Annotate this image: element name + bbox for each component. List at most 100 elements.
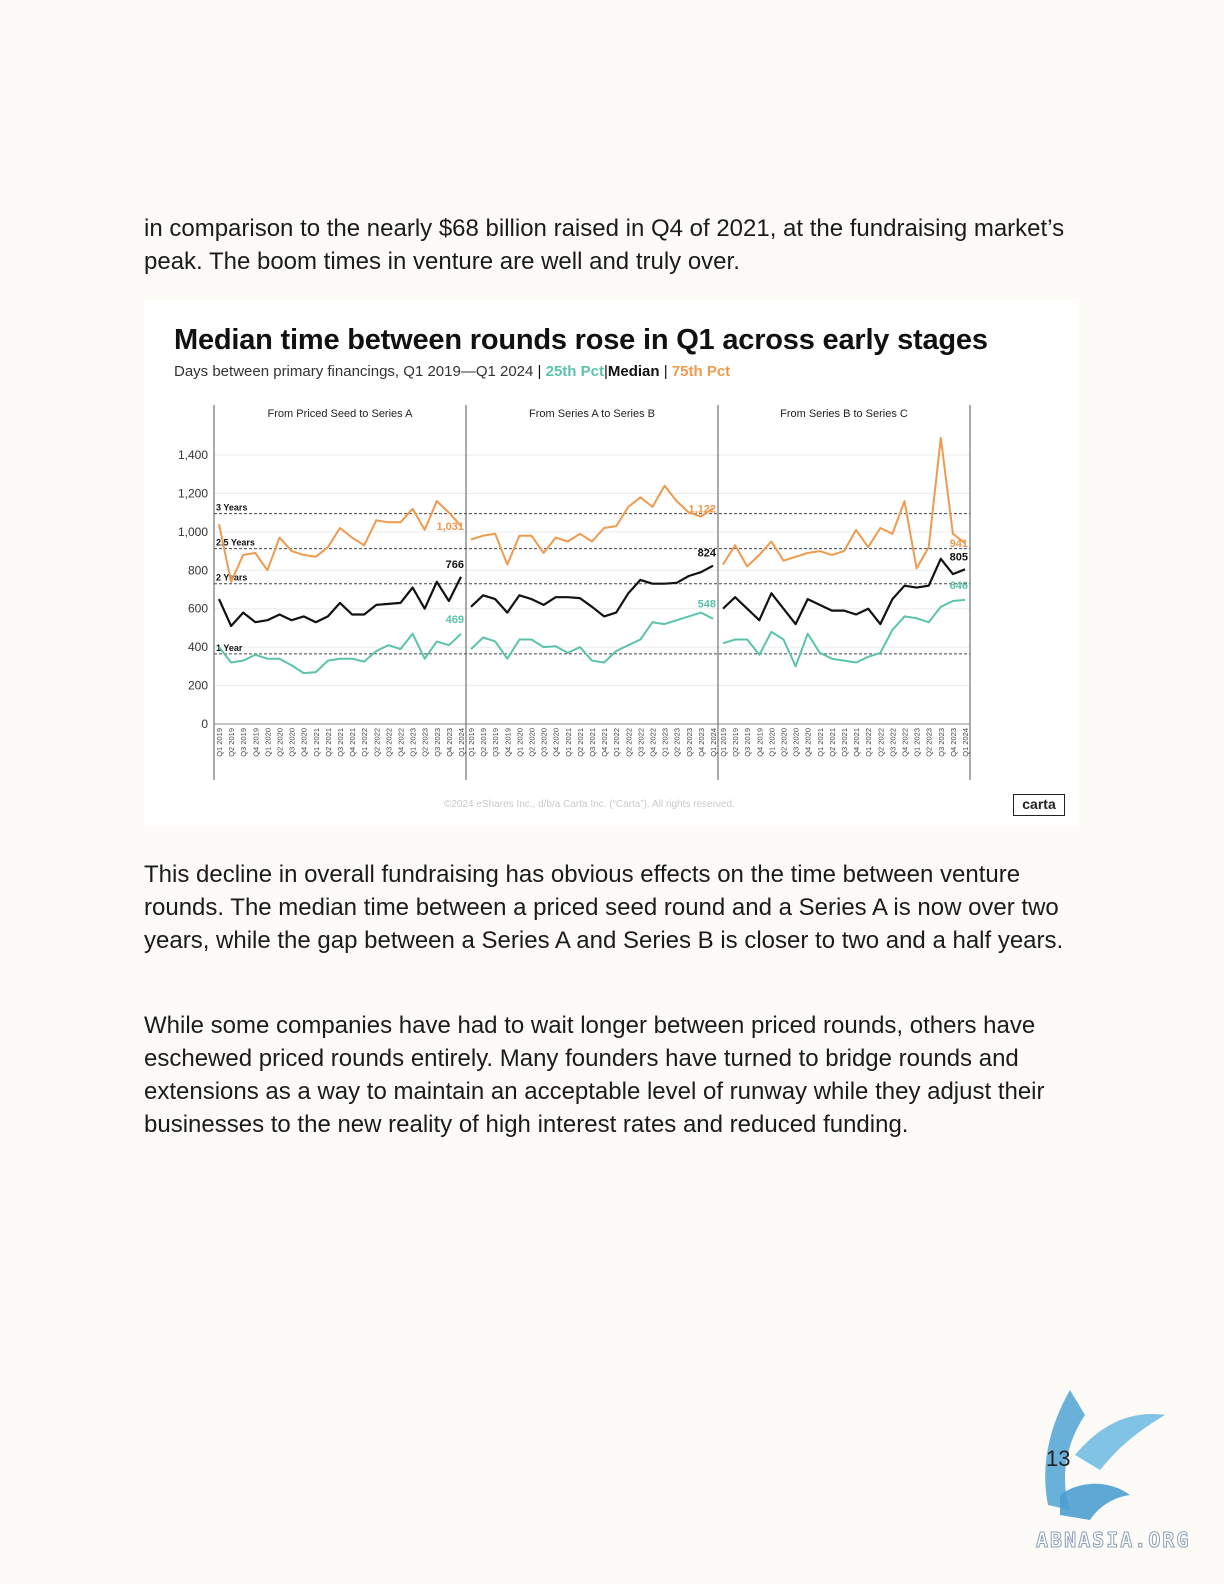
x-tick-label: Q2 2022	[624, 728, 633, 757]
x-tick-label: Q1 2022	[360, 728, 369, 757]
y-tick-label: 800	[188, 563, 208, 577]
x-tick-label: Q2 2019	[227, 728, 236, 757]
y-tick-label: 0	[201, 717, 208, 731]
y-tick-label: 200	[188, 679, 208, 693]
x-tick-label: Q1 2021	[312, 728, 321, 757]
x-tick-label: Q2 2019	[731, 728, 740, 757]
subtitle-separator: |	[537, 363, 542, 380]
reference-line-label: 2.5 Years	[216, 538, 255, 548]
x-tick-label: Q1 2022	[864, 728, 873, 757]
x-tick-label: Q4 2019	[755, 728, 764, 757]
x-tick-label: Q1 2020	[263, 728, 272, 757]
x-tick-label: Q2 2021	[324, 728, 333, 757]
data-label-p25: 646	[950, 580, 968, 592]
data-label-median: 824	[698, 548, 717, 560]
panel-title: From Priced Seed to Series A	[268, 408, 414, 420]
decline-paragraph: This decline in overall fundraising has …	[144, 861, 1064, 954]
x-tick-label: Q2 2020	[780, 728, 789, 757]
series-line-p25	[722, 598, 966, 668]
line-chart: 0 200 400 600 800 1,000 1,200 1,400 3 Years 2.5 Y…	[178, 405, 971, 780]
x-tick-label: Q3 2022	[636, 728, 645, 757]
x-tick-label: Q1 2019	[215, 728, 224, 757]
x-tick-label: Q2 2020	[276, 728, 285, 757]
subtitle-separator: |	[663, 363, 668, 380]
x-tick-label: Q3 2023	[937, 728, 946, 757]
x-tick-label: Q4 2023	[445, 728, 454, 757]
subtitle-lead: Days between primary financings, Q1 2019…	[174, 363, 534, 380]
series-line-median	[217, 576, 462, 628]
data-label-p25: 469	[446, 614, 464, 626]
x-tick-label: Q4 2020	[804, 728, 813, 757]
legend-median: Median	[607, 363, 660, 380]
y-tick-label: 400	[188, 640, 208, 654]
x-tick-label: Q3 2020	[288, 728, 297, 757]
x-tick-label: Q4 2021	[852, 728, 861, 757]
x-tick-label: Q3 2019	[743, 728, 752, 757]
copyright-notice: ©2024 eShares Inc., d/b/a Carta Inc. (“C…	[444, 799, 735, 810]
legend-25th-pct: 25th Pct	[545, 363, 604, 380]
data-label-p75: 1,122	[688, 503, 716, 515]
x-tick-label: Q1 2024	[457, 728, 466, 757]
x-tick-label: Q4 2022	[901, 728, 910, 757]
watermark-text: ABNASIA.ORG	[1035, 1528, 1191, 1553]
x-tick-label: Q1 2020	[767, 728, 776, 757]
x-tick-label: Q3 2022	[384, 728, 393, 757]
panel-title: From Series A to Series B	[529, 408, 655, 420]
series-line-p75	[470, 484, 714, 566]
reference-line-label: 3 Years	[216, 503, 247, 513]
intro-paragraph: in comparison to the nearly $68 billion …	[144, 215, 1065, 275]
series-line-p75	[722, 436, 966, 570]
data-label-p25: 548	[698, 599, 716, 611]
x-tick-label: Q4 2023	[949, 728, 958, 757]
chart-figure: Median time between rounds rose in Q1 ac…	[144, 300, 1079, 826]
series-line-p25	[470, 611, 714, 664]
legend-75th-pct: 75th Pct	[671, 363, 731, 380]
data-label-p75: 941	[950, 538, 968, 550]
x-tick-label: Q2 2021	[576, 728, 585, 757]
x-tick-label: Q4 2019	[503, 728, 512, 757]
x-tick-label: Q3 2019	[491, 728, 500, 757]
series-line-median	[722, 557, 966, 626]
reference-line-label: 1 Year	[216, 643, 243, 653]
x-tick-label: Q1 2024	[709, 728, 718, 757]
x-tick-label: Q2 2021	[828, 728, 837, 757]
x-tick-label: Q3 2019	[239, 728, 248, 757]
x-tick-label: Q1 2021	[564, 728, 573, 757]
x-tick-label: Q4 2021	[348, 728, 357, 757]
x-tick-label: Q1 2021	[816, 728, 825, 757]
x-tick-label: Q4 2019	[251, 728, 260, 757]
x-tick-label: Q4 2021	[600, 728, 609, 757]
page-number: 13	[1046, 1446, 1071, 1471]
y-tick-label: 1,000	[178, 525, 208, 539]
y-tick-label: 1,400	[178, 448, 208, 462]
x-tick-label: Q4 2022	[649, 728, 658, 757]
x-tick-label: Q4 2020	[300, 728, 309, 757]
x-tick-label: Q3 2023	[685, 728, 694, 757]
data-label-median: 766	[446, 559, 464, 571]
x-tick-label: Q2 2023	[925, 728, 934, 757]
x-tick-label: Q2 2020	[528, 728, 537, 757]
x-tick-label: Q3 2023	[433, 728, 442, 757]
x-tick-label: Q4 2023	[697, 728, 706, 757]
x-tick-label: Q1 2023	[913, 728, 922, 757]
x-tick-label: Q1 2023	[409, 728, 418, 757]
x-tick-label: Q1 2019	[719, 728, 728, 757]
x-tick-label: Q2 2022	[372, 728, 381, 757]
x-tick-label: Q3 2020	[792, 728, 801, 757]
series-line-p75	[218, 500, 462, 583]
series-line-median	[470, 564, 714, 618]
data-label-p75: 1,031	[436, 521, 464, 533]
x-tick-label: Q1 2024	[961, 728, 970, 757]
x-tick-label: Q3 2021	[588, 728, 597, 757]
x-tick-label: Q1 2020	[515, 728, 524, 757]
x-tick-label: Q1 2023	[661, 728, 670, 757]
x-tick-label: Q3 2020	[540, 728, 549, 757]
chart-title: Median time between rounds rose in Q1 ac…	[174, 324, 988, 356]
chart-subtitle: Days between primary financings, Q1 2019…	[174, 363, 730, 380]
x-tick-label: Q2 2019	[479, 728, 488, 757]
x-tick-label: Q2 2023	[673, 728, 682, 757]
bird-icon	[1045, 1390, 1165, 1520]
x-tick-label: Q3 2022	[888, 728, 897, 757]
y-tick-label: 600	[188, 602, 208, 616]
series-line-p25	[218, 632, 462, 675]
